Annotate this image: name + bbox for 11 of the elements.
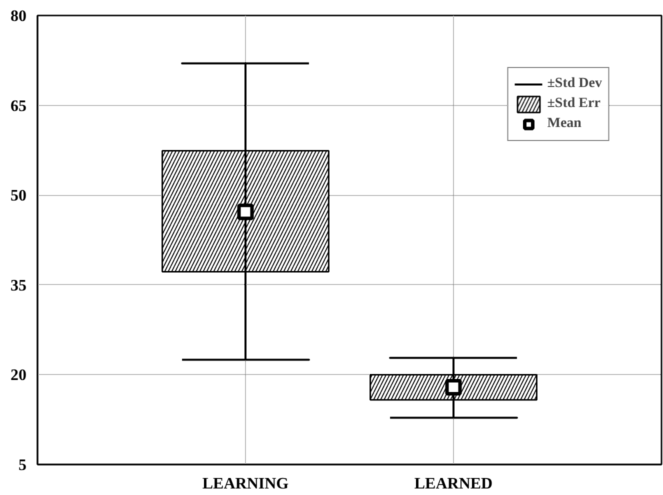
legend-label: Mean	[547, 115, 582, 133]
x-tick-label: LEARNING	[202, 476, 290, 492]
y-tick-label: 35	[10, 277, 26, 294]
legend-label: ±Std Dev	[547, 75, 602, 93]
y-tick-label: 50	[10, 188, 26, 205]
y-tick-label: 80	[10, 8, 26, 25]
y-tick-label: 5	[18, 457, 26, 474]
y-tick-label: 65	[10, 98, 26, 115]
x-tick-label: LEARNED	[414, 476, 493, 492]
legend-label: ±Std Err	[547, 95, 600, 113]
y-tick-label: 20	[10, 367, 26, 384]
